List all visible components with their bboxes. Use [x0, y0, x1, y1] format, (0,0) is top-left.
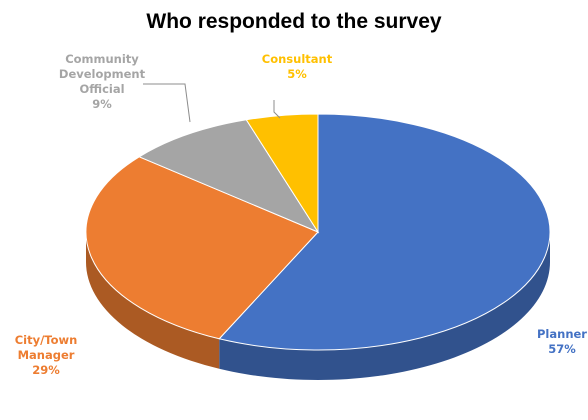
pie-slice-3 [245, 113, 319, 234]
slice-label-line: Community [65, 52, 139, 66]
slice-label-line: City/Town [15, 333, 78, 347]
slice-label-0: Planner 57% [537, 327, 587, 356]
slice-label-line: Official [79, 82, 124, 96]
slice-label-line: 5% [287, 67, 307, 81]
pie-side-0 [219, 232, 550, 380]
chart-title: Who responded to the survey [146, 10, 442, 33]
slice-label-line: Manager [18, 348, 75, 362]
slice-label-3: Consultant 5% [262, 52, 333, 81]
slice-label-line: Planner [537, 327, 587, 341]
pie-slice-2 [138, 119, 320, 234]
slice-label-line: Consultant [262, 52, 333, 66]
pie-slice-0 [218, 113, 551, 351]
slice-label-line: Development [59, 67, 146, 81]
pie-side-1 [86, 232, 220, 369]
slice-label-line: 57% [548, 342, 576, 356]
leader-line-consultant [273, 100, 281, 119]
leader-line-community [143, 83, 191, 123]
slice-label-line: 9% [92, 97, 112, 111]
slice-label-1: City/Town Manager 29% [15, 333, 78, 377]
slice-label-line: 29% [32, 363, 60, 377]
slice-label-2: Community Development Official 9% [59, 52, 146, 111]
pie-slice-1 [85, 156, 319, 340]
